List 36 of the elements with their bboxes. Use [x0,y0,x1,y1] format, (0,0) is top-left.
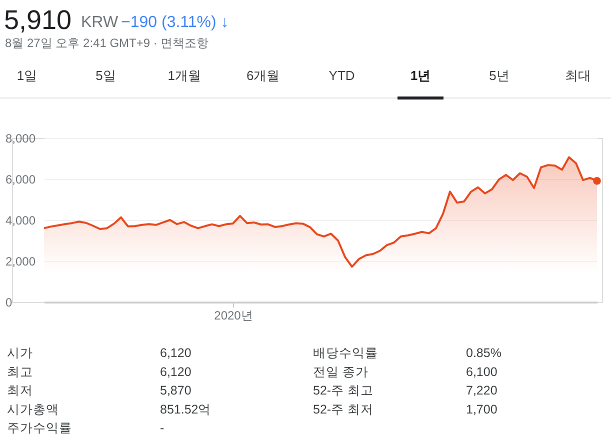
text: 시가 [7,346,33,360]
text: 배당수익률 [313,346,378,360]
text: 7,220 [466,384,498,398]
text: 최대 [564,68,591,83]
text: 851.52억 [160,402,212,416]
x-tick-label: 2020년 [214,308,253,322]
text: 5년 [489,68,510,83]
y-tick-label: 4,000 [6,214,36,228]
text: 1일 [16,68,38,83]
text: 5일 [96,68,116,83]
text: −190 (3.11%) ↓ [121,14,229,31]
text: KRW [81,14,118,31]
text: 52-주 최저 [313,402,374,416]
text: YTD [328,68,355,83]
text: 8월 27일 오후 2:41 GMT+9 · 면책조항 [5,36,209,50]
text: 6,120 [160,364,192,379]
text: 최고 [7,364,33,379]
chart-title: 5,910 [4,5,72,35]
y-tick-label: 6,000 [6,172,36,186]
text: 최저 [7,384,33,398]
text: 6개월 [246,68,280,83]
text: 시가총액 [7,402,59,416]
text: 5,870 [160,384,192,398]
text: - [160,421,164,436]
text: 6,120 [160,346,192,360]
y-tick-label: 2,000 [6,254,36,268]
text: 1년 [410,68,431,83]
text: 주가수익률 [7,421,72,436]
text: 0.85% [466,346,502,360]
y-tick-label: 8,000 [6,132,36,146]
y-tick-label: 0 [6,296,12,310]
text: 전일 종가 [313,364,368,379]
text: 1,700 [466,402,498,416]
text: 52-주 최고 [313,384,374,398]
text: 6,100 [466,364,498,379]
text: 1개월 [168,68,202,83]
